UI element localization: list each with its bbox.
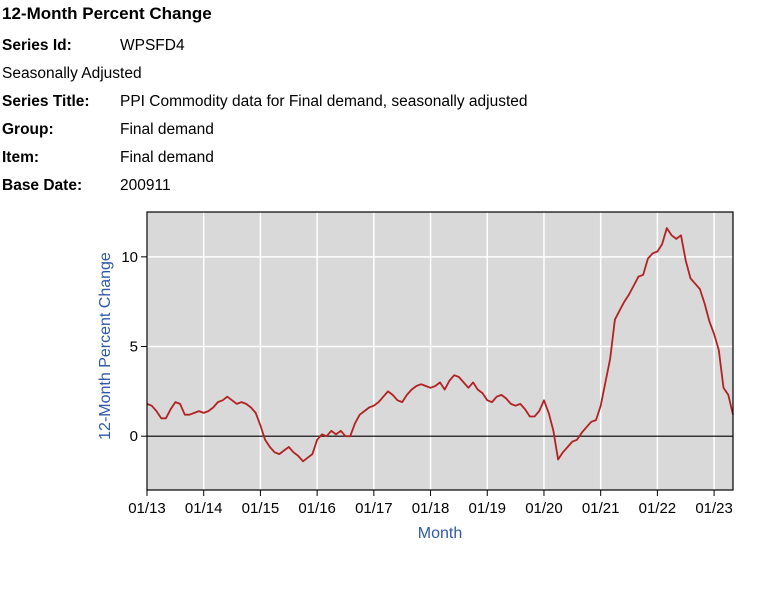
y-tick-label: 0: [130, 428, 138, 445]
item-value: Final demand: [120, 149, 214, 166]
page-title: 12-Month Percent Change: [2, 4, 212, 23]
item-label: Item:: [2, 149, 40, 166]
x-tick-label: 01/23: [695, 500, 733, 517]
group-label: Group:: [2, 121, 54, 138]
x-tick-label: 01/18: [412, 500, 450, 517]
x-axis-title: Month: [418, 525, 462, 542]
x-tick-label: 01/17: [355, 500, 393, 517]
series-title-row: Series Title: PPI Commodity data for Fin…: [2, 88, 528, 116]
series-metadata: Series Id: WPSFD4 Seasonally Adjusted Se…: [2, 32, 528, 200]
group-value: Final demand: [120, 121, 214, 138]
x-tick-label: 01/19: [468, 500, 506, 517]
plot-area: [147, 212, 733, 490]
x-tick-label: 01/16: [298, 500, 336, 517]
series-title-label: Series Title:: [2, 93, 90, 110]
series-line: [146, 227, 734, 463]
plot-frame: [146, 211, 734, 491]
y-axis-title: 12-Month Percent Change: [97, 252, 114, 440]
x-tick-label: 01/15: [242, 500, 280, 517]
x-tick-label: 01/21: [582, 500, 620, 517]
x-tick-label: 01/22: [639, 500, 677, 517]
x-tick-label: 01/14: [185, 500, 223, 517]
series-title-value: PPI Commodity data for Final demand, sea…: [120, 93, 528, 110]
y-tick-label: 5: [130, 339, 138, 356]
series-id-value: WPSFD4: [120, 37, 185, 54]
series-id-row: Series Id: WPSFD4: [2, 32, 528, 60]
y-axis-ticks: 0 5 10: [121, 249, 147, 445]
item-row: Item: Final demand: [2, 144, 528, 172]
x-axis-ticks: 01/13 01/14 01/15 01/16 01/17 01/18 01/19 01/20…: [128, 490, 733, 517]
base-date-label: Base Date:: [2, 177, 83, 194]
group-row: Group: Final demand: [2, 116, 528, 144]
x-tick-label: 01/13: [128, 500, 166, 517]
y-tick-label: 10: [121, 249, 138, 266]
base-date-value: 200911: [120, 177, 171, 194]
x-tick-label: 01/20: [525, 500, 563, 517]
seasonal-adjustment-text: Seasonally Adjusted: [2, 65, 142, 82]
seasonal-adjustment-row: Seasonally Adjusted: [2, 60, 528, 88]
horizontal-gridlines: [147, 256, 733, 348]
base-date-row: Base Date: 200911: [2, 172, 528, 200]
series-id-label: Series Id:: [2, 37, 72, 54]
